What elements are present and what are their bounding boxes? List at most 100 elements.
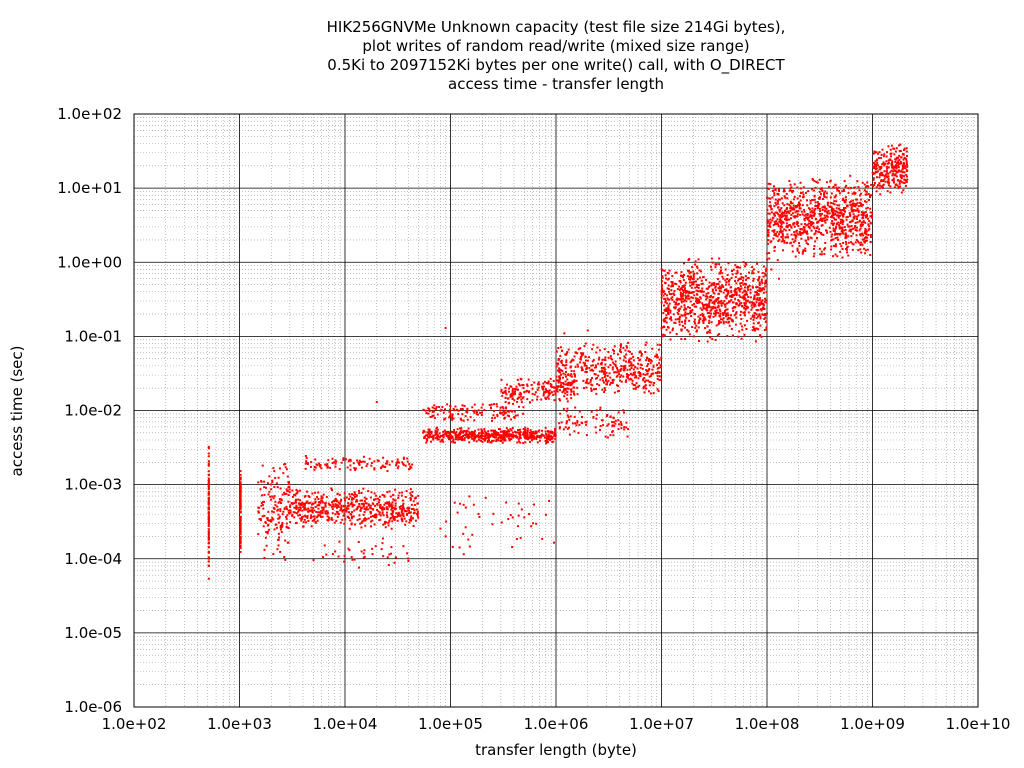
data-point — [803, 227, 806, 230]
data-point — [679, 280, 682, 283]
data-point — [392, 517, 395, 520]
data-point — [829, 196, 832, 199]
data-point — [499, 412, 502, 415]
data-point — [837, 207, 840, 210]
data-point — [492, 439, 495, 442]
data-point — [902, 165, 905, 168]
data-point — [798, 242, 801, 245]
data-point — [436, 428, 439, 431]
data-point — [478, 435, 481, 438]
data-point — [294, 494, 297, 497]
data-point — [765, 291, 768, 294]
data-point — [511, 391, 514, 394]
data-point — [574, 351, 577, 354]
data-point — [656, 364, 659, 367]
data-point — [648, 375, 651, 378]
data-point — [334, 513, 337, 516]
data-point — [860, 251, 863, 254]
data-point — [719, 310, 722, 313]
data-point — [207, 501, 210, 504]
data-point — [835, 214, 838, 217]
data-point — [565, 352, 568, 355]
data-point — [622, 346, 625, 349]
data-point — [752, 279, 755, 282]
data-point — [831, 233, 834, 236]
data-point — [735, 311, 738, 314]
data-point — [811, 214, 814, 217]
data-point — [267, 523, 270, 526]
data-point — [777, 225, 780, 228]
data-point — [207, 508, 210, 511]
data-point — [751, 306, 754, 309]
data-point — [343, 522, 346, 525]
data-point — [721, 318, 724, 321]
data-point — [519, 434, 522, 437]
data-point — [857, 211, 860, 214]
data-point — [345, 509, 348, 512]
data-point — [454, 432, 457, 435]
data-point — [860, 225, 863, 228]
data-point — [700, 282, 703, 285]
data-point — [428, 410, 431, 413]
data-point — [766, 230, 769, 233]
data-point — [569, 374, 572, 377]
data-point — [807, 238, 810, 241]
data-point — [379, 514, 382, 517]
data-point — [347, 460, 350, 463]
data-point — [652, 392, 655, 395]
data-point — [487, 436, 490, 439]
data-point — [770, 208, 773, 211]
data-point — [606, 381, 609, 384]
data-point — [414, 519, 417, 522]
data-point — [905, 180, 908, 183]
data-point — [794, 234, 797, 237]
data-point — [207, 560, 210, 563]
data-point — [850, 203, 853, 206]
data-point — [845, 198, 848, 201]
data-point — [701, 287, 704, 290]
data-point — [271, 481, 274, 484]
data-point — [512, 435, 515, 438]
data-point — [524, 426, 527, 429]
data-point — [727, 291, 730, 294]
data-point — [373, 523, 376, 526]
data-point — [424, 409, 427, 412]
data-point — [629, 350, 632, 353]
data-point — [899, 185, 902, 188]
data-point — [743, 293, 746, 296]
data-point — [306, 500, 309, 503]
data-point — [656, 370, 659, 373]
data-point — [645, 359, 648, 362]
data-point — [281, 521, 284, 524]
data-point — [331, 553, 334, 556]
data-point — [599, 406, 602, 409]
data-point — [743, 306, 746, 309]
data-point — [626, 435, 629, 438]
data-point — [739, 272, 742, 275]
data-point — [563, 332, 566, 335]
data-point — [819, 217, 822, 220]
data-point — [207, 470, 210, 473]
data-point — [302, 502, 305, 505]
data-point — [728, 283, 731, 286]
data-point — [376, 503, 379, 505]
data-point — [513, 416, 516, 419]
data-point — [285, 492, 288, 495]
data-point — [207, 477, 210, 480]
data-point — [620, 380, 623, 383]
data-point — [671, 282, 674, 285]
data-point — [609, 355, 612, 358]
data-point — [375, 513, 378, 516]
data-point — [398, 512, 401, 515]
data-point — [812, 225, 815, 228]
data-point — [697, 300, 700, 303]
data-point — [639, 372, 642, 375]
data-point — [448, 434, 451, 437]
data-point — [564, 367, 567, 370]
data-point — [835, 210, 838, 213]
data-point — [515, 388, 518, 391]
data-point — [766, 242, 769, 245]
data-point — [316, 496, 319, 499]
data-point — [798, 195, 801, 198]
data-point — [742, 283, 745, 286]
